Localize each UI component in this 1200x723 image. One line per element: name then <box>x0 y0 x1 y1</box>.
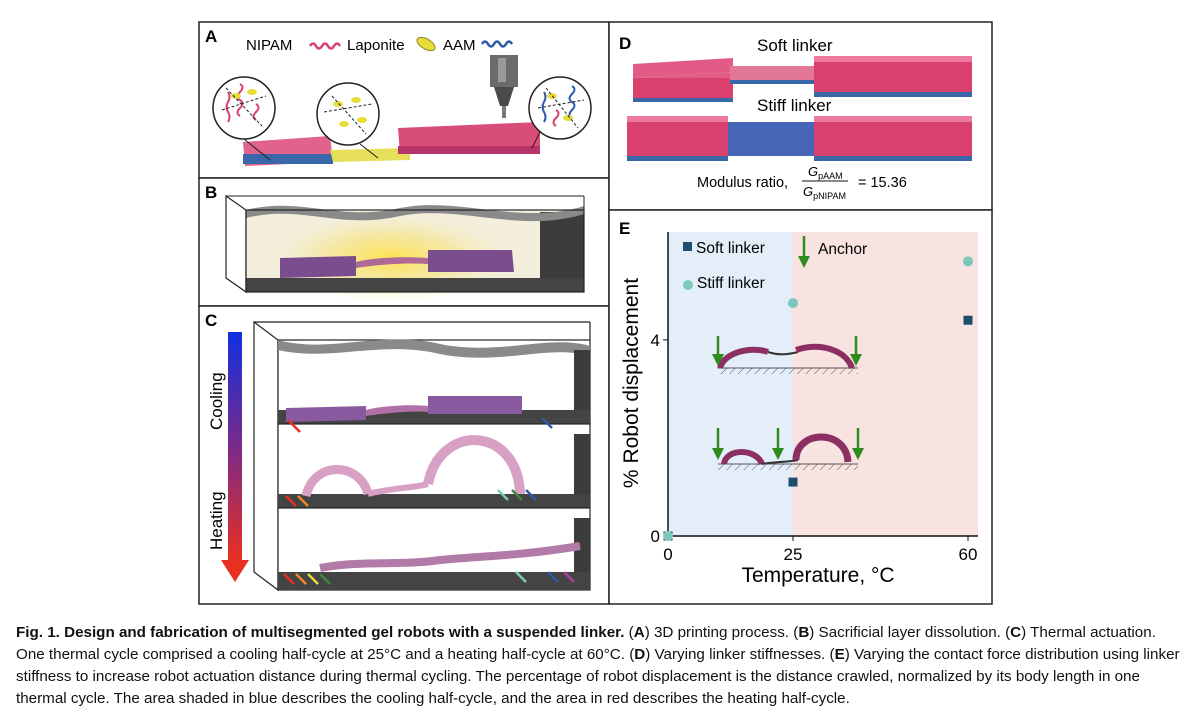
printed-strip-a <box>243 122 540 166</box>
panel-a: A NIPAM Laponite AAM <box>198 21 610 179</box>
panel-b: B <box>198 177 610 307</box>
chamber-stack <box>253 320 591 592</box>
legend-nipam-label: NIPAM <box>246 37 292 54</box>
numerator-g: G <box>808 164 818 179</box>
caption-part: E <box>834 646 845 663</box>
data-point-stiff-linker <box>663 531 673 541</box>
data-point-soft-linker <box>788 477 798 487</box>
modulus-ratio-formula: Modulus ratio, GpAAM GpNIPAM = 15.36 <box>697 164 907 201</box>
numerator-sub: pAAM <box>818 171 843 181</box>
panel-b-label: B <box>205 183 217 202</box>
robot-b <box>280 250 514 278</box>
caption-title: Fig. 1. Design and fabrication of multis… <box>16 624 625 641</box>
zoom-circle-middle <box>316 82 380 159</box>
laponite-disc-icon <box>416 36 436 52</box>
svg-text:GpAAM: GpAAM <box>808 164 843 181</box>
x-tick-label: 25 <box>784 545 803 564</box>
rainbow-markers <box>283 417 575 585</box>
panel-a-label: A <box>205 27 217 46</box>
panel-c-label: C <box>205 311 217 330</box>
caption-part: ) Sacrificial layer dissolution. ( <box>809 624 1011 641</box>
caption-part: ) 3D printing process. ( <box>644 624 799 641</box>
legend-soft-linker-marker <box>683 242 692 251</box>
zoom-circle-left <box>212 76 276 161</box>
y-tick-label: 0 <box>651 527 660 546</box>
caption-part: ) Thermal actuation. One thermal cycle c… <box>16 624 1156 663</box>
data-point-soft-linker <box>963 315 973 325</box>
legend-anchor-label: Anchor <box>818 241 867 258</box>
panel-d: D Soft linker Stiff linker Modulus ratio… <box>608 21 993 211</box>
thermal-arrow <box>221 332 249 582</box>
figure-caption: Fig. 1. Design and fabrication of multis… <box>16 622 1184 710</box>
modulus-prefix: Modulus ratio, <box>697 175 788 191</box>
panel-e: E 0 25 60 0 4 Temperature, °C % Robot displa… <box>608 209 993 605</box>
panel-c: C Cooling Heating <box>198 305 610 605</box>
caption-part: D <box>634 646 646 663</box>
soft-linker-strip <box>633 56 972 102</box>
caption-part: B <box>798 624 810 641</box>
legend-laponite-label: Laponite <box>347 37 405 54</box>
legend-soft-linker-label: Soft linker <box>696 240 765 257</box>
stiff-linker-label: Stiff linker <box>757 96 832 115</box>
heating-label: Heating <box>207 491 226 550</box>
caption-part: ) Varying linker stiffnesses. ( <box>645 646 835 663</box>
denominator-sub: pNIPAM <box>813 191 846 201</box>
x-tick-label: 0 <box>663 545 672 564</box>
soft-linker-label: Soft linker <box>757 36 833 55</box>
data-point-stiff-linker <box>788 298 798 309</box>
stiff-linker-strip <box>627 116 972 161</box>
data-point-stiff-linker <box>963 256 973 267</box>
displacement-chart: 0 25 60 0 4 <box>651 232 978 564</box>
print-nozzle <box>490 55 518 118</box>
panel-e-label: E <box>619 219 630 238</box>
panel-d-label: D <box>619 34 631 53</box>
denominator-g: G <box>803 184 813 199</box>
shaded-region-heating <box>793 232 978 536</box>
inset-soft-linker-schematic <box>712 336 862 374</box>
x-tick-label: 60 <box>959 545 978 564</box>
legend-stiff-linker-label: Stiff linker <box>697 275 765 292</box>
legend-aam-label: AAM <box>443 37 476 54</box>
figure: A NIPAM Laponite AAM <box>198 21 993 605</box>
inset-stiff-linker-schematic <box>712 428 864 470</box>
zoom-circle-right <box>528 76 592 149</box>
aam-squiggle-icon <box>480 40 514 48</box>
caption-part: C <box>1010 624 1022 641</box>
cooling-label: Cooling <box>207 372 226 430</box>
x-axis-label: Temperature, °C <box>741 564 894 587</box>
svg-text:GpNIPAM: GpNIPAM <box>803 184 846 201</box>
caption-part: ( <box>624 624 634 641</box>
y-tick-label: 4 <box>651 331 660 350</box>
caption-body: (A) 3D printing process. (B) Sacrificial… <box>16 624 1180 707</box>
legend-stiff-linker-marker <box>683 280 693 290</box>
nipam-squiggle-icon <box>308 42 342 50</box>
modulus-value: = 15.36 <box>858 175 907 191</box>
caption-part: ) Varying the contact force distribution… <box>16 646 1180 707</box>
caption-part: A <box>633 624 645 641</box>
legend-anchor-arrow-icon <box>798 236 810 268</box>
y-axis-label: % Robot displacement <box>620 278 643 488</box>
